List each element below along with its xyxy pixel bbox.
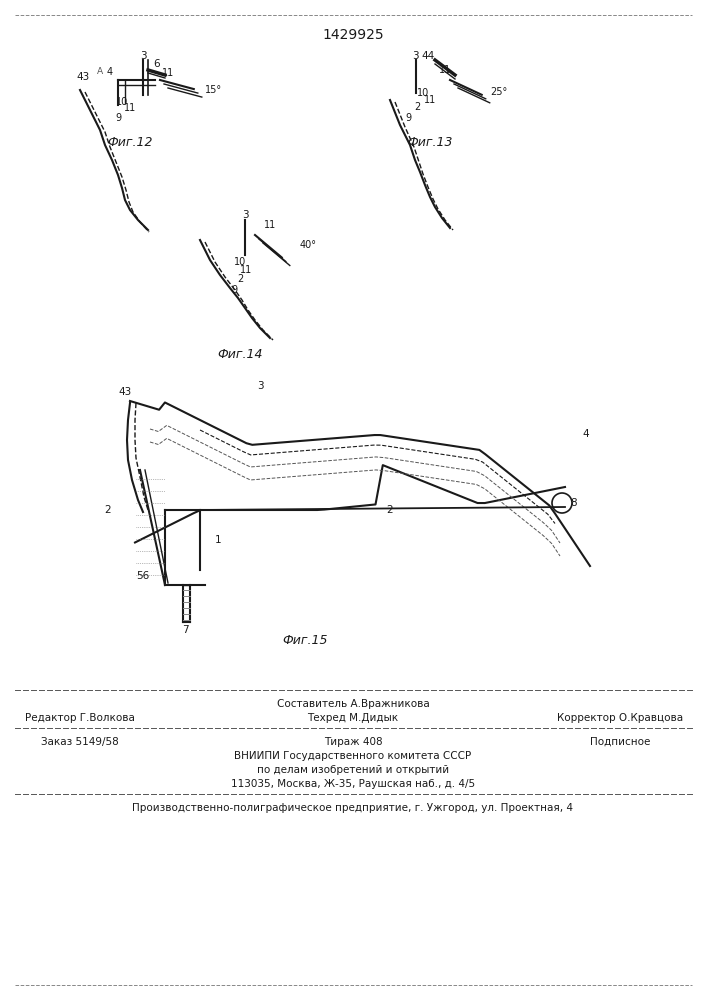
Text: 11: 11 [439,65,451,75]
Text: Техред М.Дидык: Техред М.Дидык [308,713,399,723]
Text: Составитель А.Вражникова: Составитель А.Вражникова [276,699,429,709]
Text: 4: 4 [583,429,590,439]
Text: Фиг.14: Фиг.14 [217,349,263,361]
Text: 2: 2 [237,274,243,284]
Text: ВНИИПИ Государственного комитета СССР: ВНИИПИ Государственного комитета СССР [235,751,472,761]
Text: 9: 9 [405,113,411,123]
Text: Корректор О.Кравцова: Корректор О.Кравцова [557,713,683,723]
Text: Редактор Г.Волкова: Редактор Г.Волкова [25,713,135,723]
Text: 11: 11 [424,95,436,105]
Text: 43: 43 [118,387,132,397]
Text: 2: 2 [414,102,420,112]
Text: 10: 10 [417,88,429,98]
Text: Фиг.12: Фиг.12 [107,136,153,149]
Text: 9: 9 [231,285,237,295]
Text: 3: 3 [140,51,146,61]
Text: 3: 3 [242,210,248,220]
Text: 1: 1 [215,535,221,545]
Text: 10: 10 [116,97,128,107]
Text: Подписное: Подписное [590,737,650,747]
Text: Фиг.13: Фиг.13 [407,136,452,149]
Text: 25°: 25° [490,87,507,97]
Text: Тираж 408: Тираж 408 [324,737,382,747]
Text: 43: 43 [76,72,90,82]
Text: 3: 3 [411,51,419,61]
Text: 40°: 40° [300,240,317,250]
Text: 1429925: 1429925 [322,28,384,42]
Text: 11: 11 [124,103,136,113]
Text: Производственно-полиграфическое предприятие, г. Ужгород, ул. Проектная, 4: Производственно-полиграфическое предприя… [132,803,573,813]
Text: 6: 6 [153,59,160,69]
Text: 44: 44 [421,51,435,61]
Text: 15°: 15° [205,85,222,95]
Text: 8: 8 [571,498,578,508]
Text: Заказ 5149/58: Заказ 5149/58 [41,737,119,747]
Text: 11: 11 [240,265,252,275]
Text: 9: 9 [115,113,121,123]
Text: Фиг.15: Фиг.15 [282,634,328,647]
Text: 3: 3 [257,381,263,391]
Text: 113035, Москва, Ж-35, Раушская наб., д. 4/5: 113035, Москва, Ж-35, Раушская наб., д. … [231,779,475,789]
Text: 56: 56 [136,571,150,581]
Text: по делам изобретений и открытий: по делам изобретений и открытий [257,765,449,775]
Text: 4: 4 [107,67,113,77]
Text: A: A [97,68,103,77]
Text: 11: 11 [162,68,174,78]
Text: 2: 2 [105,505,111,515]
Text: 2: 2 [387,505,393,515]
Text: 10: 10 [234,257,246,267]
Text: 11: 11 [264,220,276,230]
Text: 7: 7 [182,625,188,635]
